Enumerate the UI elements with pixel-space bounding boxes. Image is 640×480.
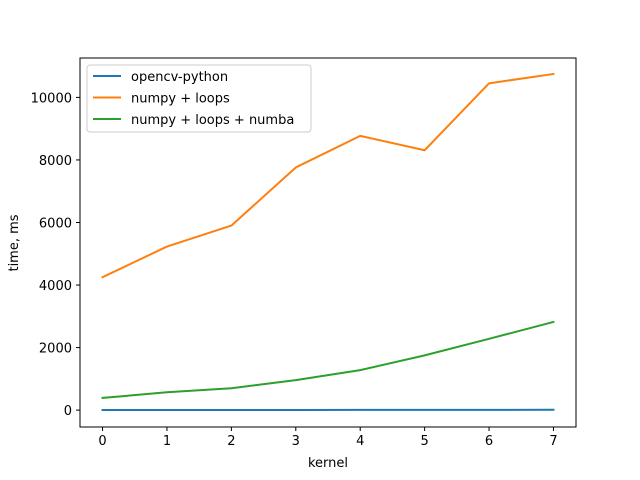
- y-tick-label: 4000: [39, 279, 72, 294]
- x-tick-label: 7: [549, 434, 557, 449]
- y-tick-label: 10000: [31, 91, 72, 106]
- x-tick-label: 1: [163, 434, 171, 449]
- y-axis-label: time, ms: [7, 214, 22, 271]
- legend-box: [86, 64, 312, 133]
- y-tick-label: 6000: [39, 216, 72, 231]
- x-tick-label: 2: [227, 434, 235, 449]
- plot-frame: [79, 57, 577, 428]
- series-line-1: [101, 72, 555, 279]
- x-tick-label: 5: [420, 434, 428, 449]
- y-tick-label: 2000: [39, 342, 72, 357]
- legend-label: numpy + loops + numba: [131, 113, 294, 128]
- x-tick-label: 4: [356, 434, 364, 449]
- x-tick-label: 0: [98, 434, 106, 449]
- y-axis-ticks: 0 2000 4000 6000 8000 10000: [31, 91, 80, 419]
- series-line-2: [101, 320, 555, 400]
- legend: opencv-python numpy + loops numpy + loops …: [86, 64, 312, 133]
- x-axis-label: kernel: [308, 456, 348, 471]
- y-tick-label: 0: [64, 404, 72, 419]
- legend-label: opencv-python: [131, 70, 228, 85]
- y-tick-label: 8000: [39, 154, 72, 169]
- x-tick-label: 3: [292, 434, 300, 449]
- series-lines: [101, 72, 555, 412]
- x-axis-ticks: 0 1 2 3 4 5 6 7: [98, 427, 558, 449]
- x-tick-label: 6: [485, 434, 493, 449]
- legend-label: numpy + loops: [131, 92, 230, 107]
